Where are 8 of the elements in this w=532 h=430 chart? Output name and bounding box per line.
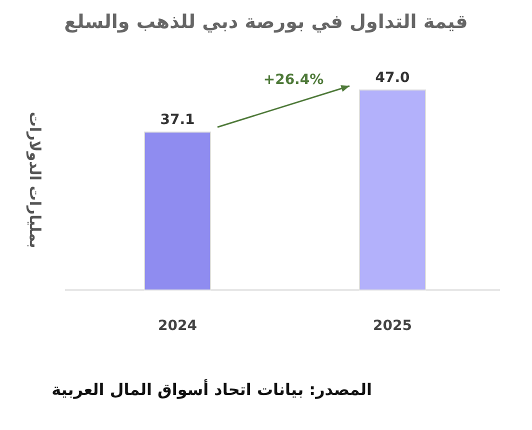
x-tick-label: 2024 bbox=[158, 318, 198, 334]
text: +26.4% bbox=[263, 72, 324, 88]
data-label: 37.1 bbox=[160, 112, 195, 128]
data-label: 47.0 bbox=[375, 70, 410, 86]
chart-title: قيمة التداول في بورصة دبي للذهب والسلع bbox=[64, 11, 468, 33]
text: المصدر: بيانات اتحاد أسواق المال العربية bbox=[52, 379, 372, 399]
x-tick-label: 2025 bbox=[373, 318, 412, 334]
y-axis-title: بمليارات الدولارات bbox=[26, 112, 44, 248]
